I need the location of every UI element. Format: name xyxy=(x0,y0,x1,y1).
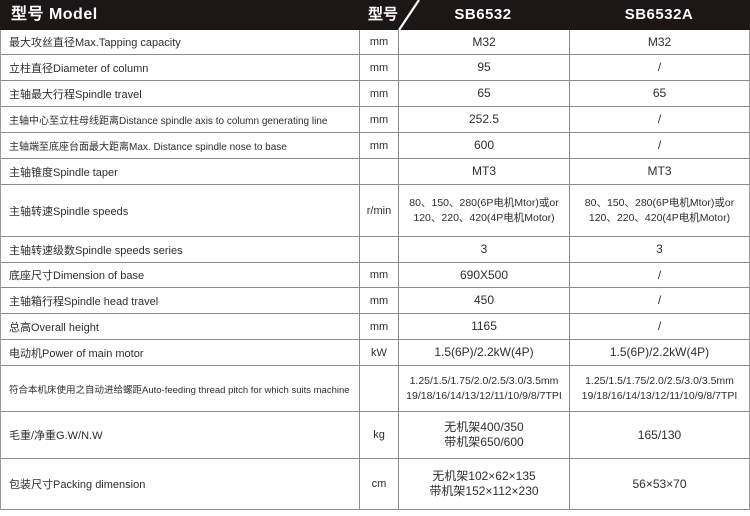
spec-row-spindle-speeds: 主轴转速Spindle speeds r/min 80、150、280(6P电机… xyxy=(1,185,749,237)
unit-cell: mm xyxy=(359,288,399,313)
value-sb6532: 600 xyxy=(473,138,495,152)
unit-cell: r/min xyxy=(359,185,399,236)
spec-row-overall-height: 总高Overall height mm 1165 / xyxy=(1,314,749,340)
value-sb6532a: 56×53×70 xyxy=(569,459,749,509)
value-sb6532: 3 xyxy=(480,242,488,256)
unit-cell: mm xyxy=(359,30,399,54)
unit-cell: kg xyxy=(359,412,399,458)
value-sb6532a: 3 xyxy=(569,237,749,262)
value-sb6532: 1165 xyxy=(471,319,497,333)
value-sb6532: MT3 xyxy=(472,164,496,178)
row-label: 电动机Power of main motor xyxy=(9,347,144,360)
header-model-title: 型号 Model xyxy=(11,6,98,23)
row-label: 符合本机床使用之自动进给螺距Auto-feeding thread pitch … xyxy=(9,384,350,396)
spec-row-spindle-travel: 主轴最大行程Spindle travel mm 65 65 xyxy=(1,81,749,107)
value-sb6532: 252.5 xyxy=(468,112,500,126)
spec-row-speeds-series: 主轴转速级数Spindle speeds series 3 3 xyxy=(1,237,749,263)
unit-cell xyxy=(359,366,399,411)
value-sb6532: 无机架102×62×135 带机架152×112×230 xyxy=(429,469,539,498)
value-sb6532: 450 xyxy=(473,293,495,307)
spec-row-spindle-nose-distance: 主轴端至底座台面最大距离Max. Distance spindle nose t… xyxy=(1,133,749,159)
unit-cell: mm xyxy=(359,263,399,287)
row-label: 底座尺寸Dimension of base xyxy=(9,270,145,282)
unit-cell: mm xyxy=(359,81,399,106)
value-sb6532: 1.5(6P)/2.2kW(4P) xyxy=(434,345,534,359)
unit-cell: kW xyxy=(359,340,399,365)
row-label: 包装尺寸Packing dimension xyxy=(9,479,146,491)
spec-row-tapping-capacity: 最大攻丝直径Max.Tapping capacity mm M32 M32 xyxy=(1,30,749,55)
spec-row-column-diameter: 立柱直径Diameter of column mm 95 / xyxy=(1,55,749,81)
value-sb6532a: / xyxy=(569,314,749,339)
value-sb6532a: / xyxy=(569,55,749,80)
row-label: 主轴中心至立柱母线距离Distance spindle axis to colu… xyxy=(9,116,328,127)
header-col-sb6532: SB6532 xyxy=(454,6,512,23)
value-sb6532a: 65 xyxy=(569,81,749,106)
spec-row-spindle-head-travel: 主轴箱行程Spindle head travel mm 450 / xyxy=(1,288,749,314)
row-label: 主轴转速Spindle speeds xyxy=(9,205,129,218)
unit-cell xyxy=(359,237,399,262)
table-body: 最大攻丝直径Max.Tapping capacity mm M32 M32 立柱… xyxy=(0,30,750,510)
header-col-sb6532a: SB6532A xyxy=(624,6,694,23)
value-sb6532a: MT3 xyxy=(569,159,749,184)
header-model-label: 型号 xyxy=(367,6,398,23)
row-label: 主轴端至底座台面最大距离Max. Distance spindle nose t… xyxy=(9,142,287,153)
value-sb6532a: / xyxy=(569,263,749,287)
row-label: 最大攻丝直径Max.Tapping capacity xyxy=(9,37,181,49)
row-label: 立柱直径Diameter of column xyxy=(9,62,149,75)
diagonal-slash-icon xyxy=(398,0,420,30)
row-label: 毛重/净重G.W/N.W xyxy=(9,430,103,442)
unit-cell: mm xyxy=(359,55,399,80)
value-sb6532: 690X500 xyxy=(459,267,509,282)
unit-cell: mm xyxy=(359,314,399,339)
row-label: 总高Overall height xyxy=(9,321,99,334)
table-header: 型号 Model 型号 SB6532 SB6532A xyxy=(0,0,750,30)
value-sb6532: 95 xyxy=(477,60,491,74)
spec-row-base-dimension: 底座尺寸Dimension of base mm 690X500 / xyxy=(1,263,749,288)
value-sb6532a: / xyxy=(569,107,749,132)
value-sb6532: 80、150、280(6P电机Mtor)或or 120、220、420(4P电机… xyxy=(409,196,559,224)
value-sb6532a: 1.5(6P)/2.2kW(4P) xyxy=(569,340,749,365)
value-sb6532: M32 xyxy=(472,34,496,49)
value-sb6532: 无机架400/350 带机架650/600 xyxy=(444,420,524,449)
value-sb6532: 1.25/1.5/1.75/2.0/2.5/3.0/3.5mm 19/18/16… xyxy=(406,374,562,402)
spec-row-packing-dimension: 包装尺寸Packing dimension cm 无机架102×62×135 带… xyxy=(1,459,749,510)
spec-row-spindle-axis-distance: 主轴中心至立柱母线距离Distance spindle axis to colu… xyxy=(1,107,749,133)
value-sb6532: 65 xyxy=(477,86,491,100)
value-sb6532a: 1.25/1.5/1.75/2.0/2.5/3.0/3.5mm 19/18/16… xyxy=(569,366,749,411)
value-sb6532a: 80、150、280(6P电机Mtor)或or 120、220、420(4P电机… xyxy=(569,185,749,236)
unit-cell xyxy=(359,159,399,184)
value-sb6532a: / xyxy=(569,133,749,158)
unit-cell: mm xyxy=(359,133,399,158)
unit-cell: cm xyxy=(359,459,399,509)
row-label: 主轴最大行程Spindle travel xyxy=(9,88,142,101)
row-label: 主轴锥度Spindle taper xyxy=(9,166,118,179)
value-sb6532a: 165/130 xyxy=(569,412,749,458)
value-sb6532a: / xyxy=(569,288,749,313)
row-label: 主轴箱行程Spindle head travel xyxy=(9,295,159,308)
spec-row-thread-pitch: 符合本机床使用之自动进给螺距Auto-feeding thread pitch … xyxy=(1,366,749,412)
spec-row-spindle-taper: 主轴锥度Spindle taper MT3 MT3 xyxy=(1,159,749,185)
value-sb6532a: M32 xyxy=(569,30,749,54)
row-label: 主轴转速级数Spindle speeds series xyxy=(9,244,183,257)
unit-cell: mm xyxy=(359,107,399,132)
spec-row-gross-net-weight: 毛重/净重G.W/N.W kg 无机架400/350 带机架650/600 16… xyxy=(1,412,749,459)
spec-row-motor-power: 电动机Power of main motor kW 1.5(6P)/2.2kW(… xyxy=(1,340,749,366)
